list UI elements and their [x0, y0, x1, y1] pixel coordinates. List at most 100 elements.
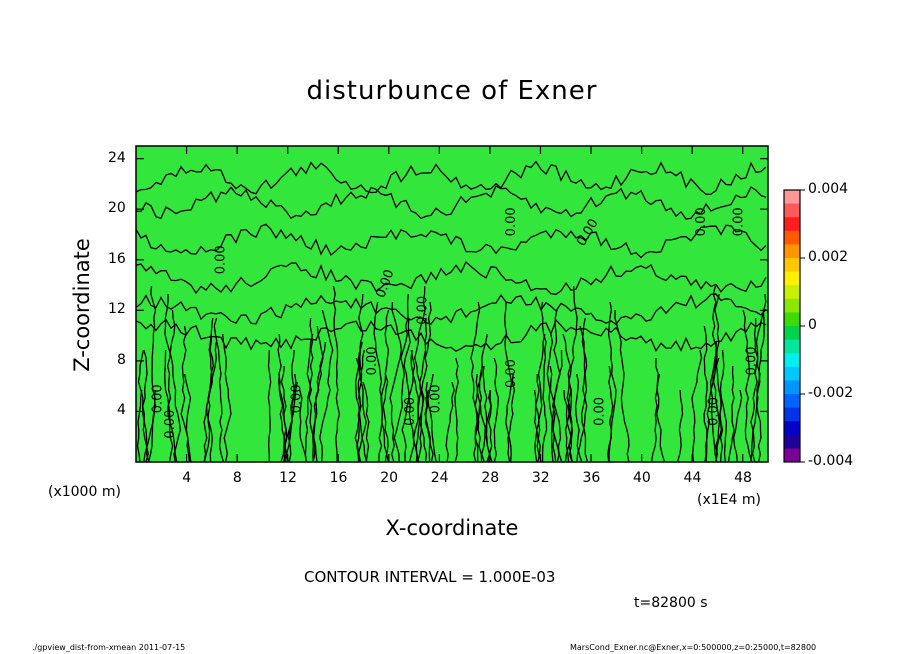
- contour-label: 0.00: [163, 410, 178, 439]
- contour-line: [373, 301, 390, 463]
- contour-line: [147, 389, 156, 463]
- contour-line: [564, 285, 578, 463]
- contour-line: [312, 325, 324, 463]
- contour-line: [566, 381, 574, 463]
- contour-line: [445, 381, 455, 463]
- colorbar-swatch: [784, 190, 800, 205]
- contour-layer: 0.00 0.000.000.00 0.000.000.00 0.000.000.00…: [135, 160, 767, 463]
- colorbar-swatch: [784, 366, 800, 381]
- contour-label: 0.00: [289, 384, 304, 413]
- colorbar-swatch: [784, 285, 800, 300]
- y-tick-label: 16: [108, 250, 126, 267]
- x-tick-label: 12: [279, 470, 297, 486]
- colorbar-swatch: [784, 312, 800, 327]
- contour-line: [574, 373, 583, 463]
- contour-line: [551, 349, 563, 463]
- contour-line: [393, 293, 409, 463]
- footer-right: MarsCond_Exner.nc@Exner,x=0:500000,z=0:2…: [570, 643, 817, 652]
- contour-line: [166, 309, 178, 463]
- x-tick-label: 28: [481, 470, 500, 486]
- colorbar-swatch: [784, 271, 800, 286]
- contour-line: [135, 185, 767, 220]
- colorbar-tick-label: -0.002: [808, 385, 854, 401]
- contour-line: [356, 349, 365, 463]
- contour-label: 0.00: [504, 207, 519, 236]
- contour-line: [533, 389, 541, 463]
- contour-line: [719, 397, 724, 463]
- contour-line: [552, 309, 561, 463]
- x-tick-label: 36: [582, 470, 601, 486]
- contour-line: [549, 365, 562, 463]
- contour-line: [135, 260, 767, 295]
- contour-label: 0.00: [416, 296, 431, 325]
- contour-line: [703, 325, 708, 463]
- contour-line: [504, 301, 513, 463]
- contour-line: [474, 373, 483, 463]
- colorbar-swatch: [784, 339, 800, 354]
- contour-line: [580, 317, 589, 463]
- contour-label: 0.00: [150, 384, 165, 413]
- contour-line: [222, 333, 232, 463]
- contour-line: [536, 333, 546, 463]
- contour-line: [507, 373, 516, 463]
- contour-line: [416, 301, 432, 463]
- contour-line: [164, 349, 174, 463]
- contour-line: [676, 389, 684, 463]
- x-axis-label: X-coordinate: [385, 516, 519, 540]
- contour-line: [164, 293, 182, 463]
- contour-line: [135, 293, 767, 326]
- x-tick-label: 44: [683, 470, 702, 486]
- contour-line: [562, 333, 572, 463]
- contour-line: [563, 389, 573, 463]
- contour-line: [473, 365, 484, 463]
- contour-line: [332, 285, 341, 462]
- contour-line: [382, 309, 390, 463]
- colorbar-swatch: [784, 434, 800, 449]
- x-tick-label: 4: [182, 470, 192, 486]
- colorbar-swatch: [784, 326, 800, 341]
- colorbar-swatch: [784, 258, 800, 273]
- colorbar-swatch: [784, 353, 800, 368]
- contour-label: 0.00: [706, 397, 721, 426]
- contour-line: [401, 317, 411, 463]
- colorbar-swatch: [784, 230, 800, 245]
- contour-line: [655, 357, 666, 463]
- colorbar: [783, 189, 805, 463]
- contour-line: [540, 301, 548, 462]
- contour-line: [135, 318, 767, 353]
- contour-line: [378, 373, 387, 463]
- contour-line: [362, 381, 370, 463]
- x-tick-label: 20: [380, 470, 399, 486]
- contour-line: [691, 349, 703, 463]
- contour-label: 0.00: [504, 359, 519, 388]
- contour-line: [183, 373, 192, 463]
- x-axis-unit-left: (x1000 m): [48, 484, 121, 500]
- contour-line: [719, 349, 728, 463]
- x-axis-unit-right: (x1E4 m): [697, 492, 761, 508]
- contour-line: [733, 389, 743, 463]
- contour-line: [546, 333, 563, 463]
- colorbar-swatch: [784, 217, 800, 232]
- colorbar-swatch: [784, 394, 800, 409]
- y-tick-label: 24: [108, 149, 126, 166]
- contour-line: [137, 349, 150, 463]
- y-tick-label: 4: [117, 402, 126, 419]
- frame-layer: [135, 145, 769, 463]
- x-tick-label: 48: [734, 470, 752, 486]
- contour-label: 0.00: [732, 207, 747, 236]
- y-tick-label: 12: [108, 301, 126, 318]
- contour-label: 0.00: [428, 384, 443, 413]
- contour-line: [267, 349, 272, 463]
- contour-line: [203, 333, 213, 463]
- time-label: t=82800 s: [634, 595, 708, 611]
- contour-line: [299, 389, 308, 463]
- contour-interval-label: CONTOUR INTERVAL = 1.000E-03: [304, 568, 556, 586]
- contour-line: [493, 357, 500, 463]
- contour-line: [354, 293, 364, 463]
- colorbar-swatch: [784, 380, 800, 395]
- contour-line: [534, 373, 540, 463]
- colorbar-swatch: [784, 421, 800, 436]
- colorbar-swatch: [784, 244, 800, 259]
- contour-line: [143, 285, 157, 463]
